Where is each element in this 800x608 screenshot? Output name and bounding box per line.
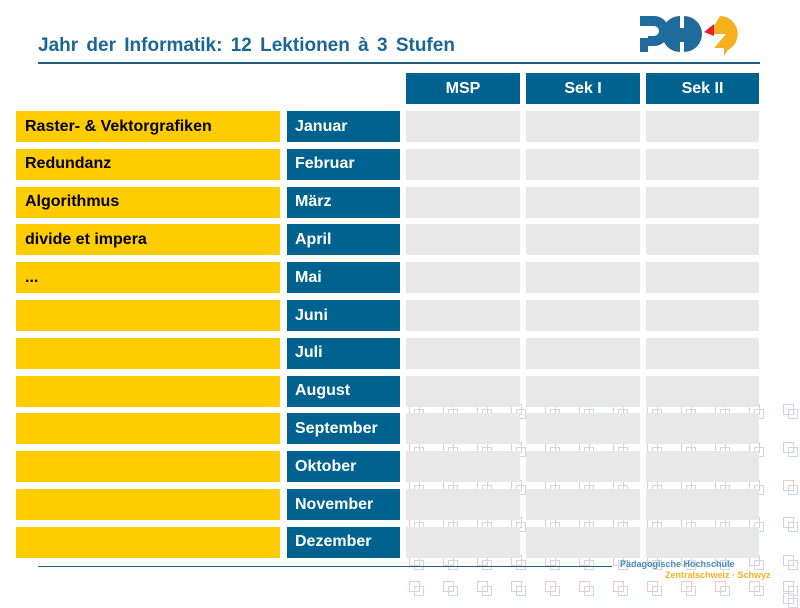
topic-cell xyxy=(16,337,280,369)
sek2-cell xyxy=(646,413,759,445)
topic-cell xyxy=(16,451,280,483)
topic-cell: Algorithmus xyxy=(16,186,280,218)
sek2-cell xyxy=(646,489,759,520)
month-cell: März xyxy=(287,186,400,218)
sek2-cell xyxy=(646,224,759,256)
topic-cell: Redundanz xyxy=(16,148,280,180)
phz-logo xyxy=(640,16,738,56)
sek1-cell xyxy=(526,375,640,407)
title-divider xyxy=(38,62,760,64)
sek1-cell xyxy=(526,300,640,331)
month-cell: Januar xyxy=(287,111,400,142)
sek2-cell xyxy=(646,111,759,142)
sek2-cell xyxy=(646,262,759,294)
sek1-cell xyxy=(526,186,640,218)
month-cell: Oktober xyxy=(287,451,400,483)
month-cell: September xyxy=(287,413,400,445)
sek2-cell xyxy=(646,186,759,218)
pattern-square-icon xyxy=(783,441,798,457)
msp-cell xyxy=(406,262,520,294)
pattern-square-icon xyxy=(783,555,798,571)
pattern-square-icon xyxy=(647,581,662,596)
month-cell: Mai xyxy=(287,262,400,294)
sek1-cell xyxy=(526,526,640,558)
topic-cell: ... xyxy=(16,262,280,294)
topic-cell xyxy=(16,300,280,331)
msp-cell xyxy=(406,300,520,331)
topic-cell xyxy=(16,413,280,445)
topic-cell: divide et impera xyxy=(16,224,280,256)
sek1-cell xyxy=(526,148,640,180)
msp-cell xyxy=(406,413,520,445)
sek1-cell xyxy=(526,224,640,256)
topic-cell xyxy=(16,489,280,520)
pattern-square-icon xyxy=(783,581,798,596)
pattern-square-icon xyxy=(477,581,492,596)
msp-cell xyxy=(406,186,520,218)
pattern-square-icon xyxy=(613,581,628,596)
msp-cell xyxy=(406,451,520,483)
sek2-cell xyxy=(646,375,759,407)
pattern-square-icon xyxy=(579,581,594,596)
sek2-cell xyxy=(646,148,759,180)
sek2-cell xyxy=(646,337,759,369)
sek2-cell xyxy=(646,300,759,331)
pattern-square-icon xyxy=(715,581,730,596)
footer-line2: Zentralschweiz · Schwyz xyxy=(665,570,771,580)
pattern-square-icon xyxy=(783,404,798,419)
sek1-cell xyxy=(526,451,640,483)
pattern-square-icon xyxy=(749,581,764,596)
topic-cell xyxy=(16,375,280,407)
month-cell: August xyxy=(287,375,400,407)
topic-cell: Raster- & Vektorgrafiken xyxy=(16,111,280,142)
footer-divider xyxy=(38,566,612,567)
msp-cell xyxy=(406,148,520,180)
sek1-cell xyxy=(526,337,640,369)
sek2-cell xyxy=(646,451,759,483)
msp-cell xyxy=(406,375,520,407)
pattern-square-icon xyxy=(545,581,560,596)
month-cell: April xyxy=(287,224,400,256)
column-header-sek2: Sek II xyxy=(646,73,759,104)
topic-cell xyxy=(16,526,280,558)
month-cell: Juni xyxy=(287,300,400,331)
footer-line1: Pädagogische Hochschule xyxy=(620,559,735,569)
sek1-cell xyxy=(526,489,640,520)
pattern-square-icon xyxy=(783,479,798,495)
month-cell: Februar xyxy=(287,148,400,180)
month-cell: Juli xyxy=(287,337,400,369)
sek1-cell xyxy=(526,111,640,142)
msp-cell xyxy=(406,526,520,558)
sek2-cell xyxy=(646,526,759,558)
column-header-msp: MSP xyxy=(406,73,520,104)
msp-cell xyxy=(406,489,520,520)
month-cell: Dezember xyxy=(287,526,400,558)
sek1-cell xyxy=(526,262,640,294)
pattern-square-icon xyxy=(443,581,458,596)
msp-cell xyxy=(406,224,520,256)
msp-cell xyxy=(406,111,520,142)
column-header-sek1: Sek I xyxy=(526,73,640,104)
month-cell: November xyxy=(287,489,400,520)
pattern-square-icon xyxy=(681,581,696,596)
pattern-square-icon xyxy=(511,581,526,596)
pattern-square-icon xyxy=(783,517,798,533)
msp-cell xyxy=(406,337,520,369)
page-title: Jahr der Informatik: 12 Lektionen à 3 St… xyxy=(38,35,455,56)
sek1-cell xyxy=(526,413,640,445)
pattern-square-icon xyxy=(409,581,424,596)
